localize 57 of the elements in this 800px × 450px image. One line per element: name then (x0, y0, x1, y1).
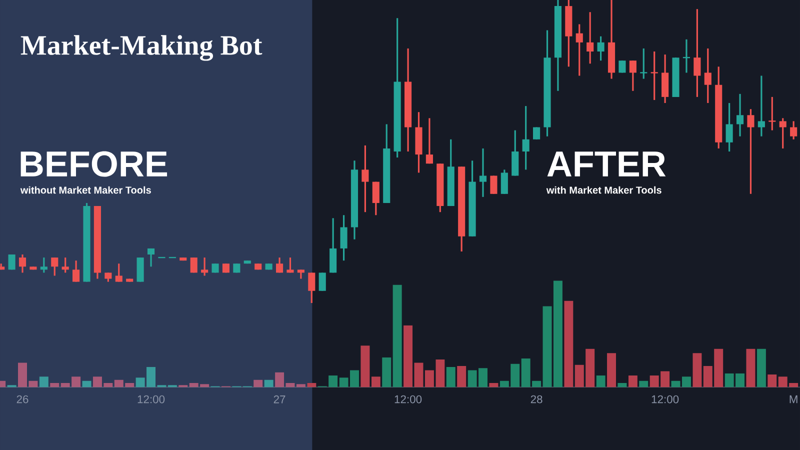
candlestick (533, 126, 540, 140)
candlestick (618, 60, 626, 74)
x-tick-label: 12:00 (394, 395, 422, 404)
candlestick (490, 174, 498, 195)
candlestick (8, 254, 16, 270)
x-tick-label: M (790, 395, 798, 404)
bar (596, 376, 606, 388)
candlestick (265, 262, 272, 270)
bar (371, 376, 380, 388)
candlestick (126, 278, 134, 283)
candlestick (212, 262, 219, 274)
candlestick (222, 262, 230, 274)
bar (618, 383, 627, 388)
bar (639, 380, 648, 388)
annotation: AFTER (547, 152, 666, 176)
x-tick-label: 28 (530, 395, 542, 404)
annotation: with Market Maker Tools (546, 186, 662, 194)
bar (628, 376, 638, 388)
bar (457, 366, 466, 388)
bar (392, 284, 402, 388)
candlestick (650, 50, 658, 101)
text: Market-Making Bot (20, 35, 262, 61)
annotation: BEFORE (20, 151, 168, 177)
candlestick (244, 260, 251, 264)
candlestick (30, 266, 37, 270)
candlestick (233, 262, 240, 274)
bar (264, 380, 274, 388)
bar (82, 380, 92, 388)
bar (360, 346, 370, 388)
x-tick-label: 12:00 (138, 395, 165, 404)
bar (746, 348, 756, 388)
x-tick-label: 12:00 (652, 395, 679, 404)
bar (607, 353, 616, 388)
candlestick (318, 272, 326, 292)
candlestick (672, 56, 680, 98)
annotation: without Market Maker Tools (20, 186, 151, 194)
candlestick (136, 256, 144, 283)
bar (564, 300, 574, 388)
bar (50, 383, 60, 388)
candlestick (640, 48, 648, 80)
candlestick (254, 262, 262, 270)
bar (254, 380, 263, 388)
bar (436, 360, 445, 388)
bar (39, 376, 48, 388)
bar (768, 374, 777, 388)
x-tick-label: 26 (16, 395, 28, 404)
bar (446, 367, 456, 388)
bar (756, 348, 766, 388)
bar (424, 370, 434, 388)
bar (382, 357, 392, 388)
bar (692, 353, 702, 388)
candlestick (190, 256, 198, 274)
bar (296, 384, 306, 388)
candlestick (768, 96, 776, 132)
x-tick-label: 27 (274, 395, 286, 404)
candlestick (180, 256, 187, 262)
bar (489, 383, 498, 388)
